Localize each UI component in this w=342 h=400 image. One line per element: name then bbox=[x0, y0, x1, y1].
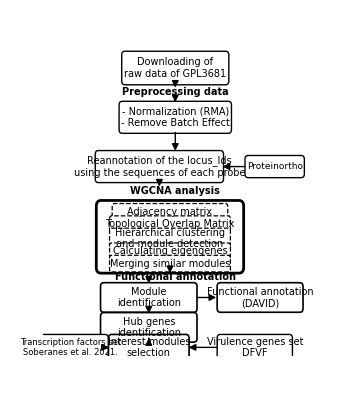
FancyBboxPatch shape bbox=[109, 216, 231, 232]
Text: Interest modules
selection: Interest modules selection bbox=[107, 336, 190, 358]
FancyBboxPatch shape bbox=[112, 204, 228, 220]
Text: Module
identification: Module identification bbox=[117, 287, 181, 308]
Text: Transcription factors set
Soberanes et al. 2021.: Transcription factors set Soberanes et a… bbox=[20, 338, 121, 357]
FancyBboxPatch shape bbox=[109, 243, 231, 260]
FancyBboxPatch shape bbox=[95, 150, 224, 182]
FancyBboxPatch shape bbox=[96, 200, 244, 273]
FancyBboxPatch shape bbox=[122, 51, 229, 85]
FancyBboxPatch shape bbox=[217, 334, 292, 360]
FancyBboxPatch shape bbox=[101, 312, 197, 342]
Text: Functional annotation
(DAVID): Functional annotation (DAVID) bbox=[207, 287, 313, 308]
Text: Topological Overlap Matrix: Topological Overlap Matrix bbox=[105, 219, 235, 229]
Text: Proteinortho: Proteinortho bbox=[247, 162, 303, 171]
FancyBboxPatch shape bbox=[217, 283, 303, 312]
FancyBboxPatch shape bbox=[33, 334, 108, 360]
FancyBboxPatch shape bbox=[108, 334, 189, 360]
Text: Preprocessing data: Preprocessing data bbox=[122, 87, 228, 97]
Text: Merging similar modules: Merging similar modules bbox=[110, 259, 230, 269]
Text: WGCNA analysis: WGCNA analysis bbox=[130, 186, 220, 196]
FancyBboxPatch shape bbox=[119, 101, 232, 133]
Text: Hierarchical clustering
and module detection: Hierarchical clustering and module detec… bbox=[115, 228, 225, 249]
Text: Downloading of
raw data of GPL3681: Downloading of raw data of GPL3681 bbox=[124, 57, 226, 79]
Text: Adjacency matrix: Adjacency matrix bbox=[128, 207, 212, 217]
Text: Hub genes
identification: Hub genes identification bbox=[117, 316, 181, 338]
FancyBboxPatch shape bbox=[109, 255, 231, 272]
Text: Reannotation of the locus_Ids
using the sequences of each probe: Reannotation of the locus_Ids using the … bbox=[74, 155, 245, 178]
Text: Functional annotation: Functional annotation bbox=[115, 272, 236, 282]
FancyBboxPatch shape bbox=[101, 283, 197, 312]
Text: - Normalization (RMA)
- Remove Batch Effect: - Normalization (RMA) - Remove Batch Eff… bbox=[121, 106, 230, 128]
Text: Virulence genes set
DFVF: Virulence genes set DFVF bbox=[207, 336, 303, 358]
FancyBboxPatch shape bbox=[109, 228, 231, 248]
FancyBboxPatch shape bbox=[245, 156, 304, 178]
Text: Calculating eigengenes: Calculating eigengenes bbox=[113, 246, 227, 256]
